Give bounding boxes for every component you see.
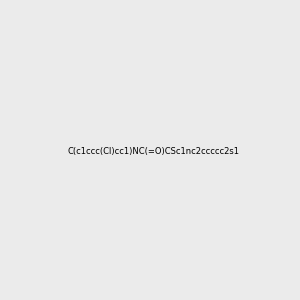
Text: C(c1ccc(Cl)cc1)NC(=O)CSc1nc2ccccc2s1: C(c1ccc(Cl)cc1)NC(=O)CSc1nc2ccccc2s1 (68, 147, 240, 156)
